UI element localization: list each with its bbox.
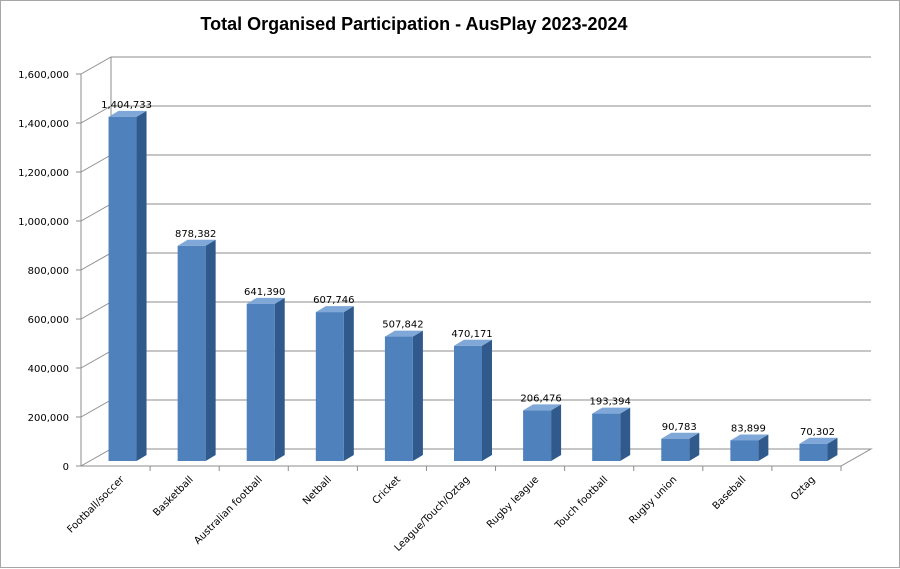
bar-side [343,306,354,461]
bar-top [246,297,285,304]
gridline-side [80,203,112,222]
y-tick-label: 0 [63,462,69,473]
bar-side [136,110,147,461]
bar-value-label: 193,394 [590,397,631,408]
bar [177,239,216,461]
bar-front [177,245,206,461]
x-tick-label: Oztag [789,474,818,503]
y-tick-label: 400,000 [28,364,69,375]
bar-front [315,312,344,461]
gridline-side [80,105,112,124]
bar [315,306,354,461]
y-tick-label: 600,000 [28,315,69,326]
chart-title: Total Organised Participation - AusPlay … [200,14,627,34]
y-tick-label: 1,000,000 [18,217,69,228]
bar-value-label: 206,476 [520,393,561,404]
bar [592,407,631,461]
x-tick-label: Rugby league [485,474,541,530]
bar-top [315,306,354,313]
bar-top [523,404,562,411]
bar [661,432,700,461]
value-labels: 1,404,733 878,382 641,390 607,746 507,842 470… [101,100,835,438]
bar-side [758,434,769,461]
bar-top [177,239,216,246]
bar-front [384,336,413,461]
bar-side [551,404,562,461]
bar-front [246,303,275,461]
y-tick-label: 800,000 [28,266,69,277]
bar-front [523,410,552,461]
bar-top [730,434,769,441]
x-tick-label: Rugby union [627,474,679,526]
bar-top [799,437,838,444]
bar-top [108,110,147,117]
x-tick-label: Touch football [553,474,611,532]
x-tick-label: Football/soccer [65,474,127,536]
y-tick-label: 1,400,000 [18,119,69,130]
bar-value-label: 607,746 [313,295,354,306]
gridline-side [80,399,112,418]
y-axis-ticks: 0 200,000 400,000 600,000 800,000 1,000,000 1,… [18,70,81,473]
x-tick-label: Cricket [371,474,403,506]
bar-value-label: 641,390 [244,287,285,298]
gridline-side [80,301,112,320]
bars [108,110,838,461]
bar-side [482,339,492,461]
y-tick-label: 1,600,000 [18,70,69,81]
bar-top [384,330,423,337]
x-tick-label: Baseball [711,474,749,512]
bar-value-label: 1,404,733 [101,100,152,111]
bar-front [454,345,482,461]
y-tick-label: 200,000 [28,413,69,424]
bar-side [412,330,423,461]
gridline-side [80,56,112,75]
bar-value-label: 507,842 [382,320,423,331]
bar-front [661,438,690,461]
x-tick-label: Netball [301,474,334,507]
x-tick-label: League/Touch/Oztag [393,474,473,554]
x-tick-label: Australian football [192,474,264,546]
bar [454,339,492,461]
bar-front [108,116,137,461]
bar [108,110,147,461]
floor [79,448,873,467]
bar-value-label: 83,899 [731,423,766,434]
bar-value-label: 878,382 [175,229,216,240]
bar-value-label: 90,783 [662,422,697,433]
bar-top [592,407,631,414]
bar-side [205,239,216,461]
gridline-side [80,154,112,173]
y-tick-label: 1,200,000 [18,168,69,179]
bar-top [661,432,700,439]
gridline-side [80,350,112,369]
x-tick-label: Basketball [151,474,195,518]
bar [523,404,562,461]
bar [799,437,838,461]
bar-front [799,443,828,461]
bar [730,434,769,461]
bar [384,330,423,461]
bar-side [689,432,700,461]
bar-top [454,339,492,346]
bar-front [730,440,759,461]
bar-side [827,437,838,461]
bar-value-label: 470,171 [451,329,492,340]
gridline-side [80,252,112,271]
bar [246,297,285,461]
bar-side [620,407,631,461]
bar-value-label: 70,302 [800,427,835,438]
bar-front [592,413,621,461]
bar-side [274,297,285,461]
